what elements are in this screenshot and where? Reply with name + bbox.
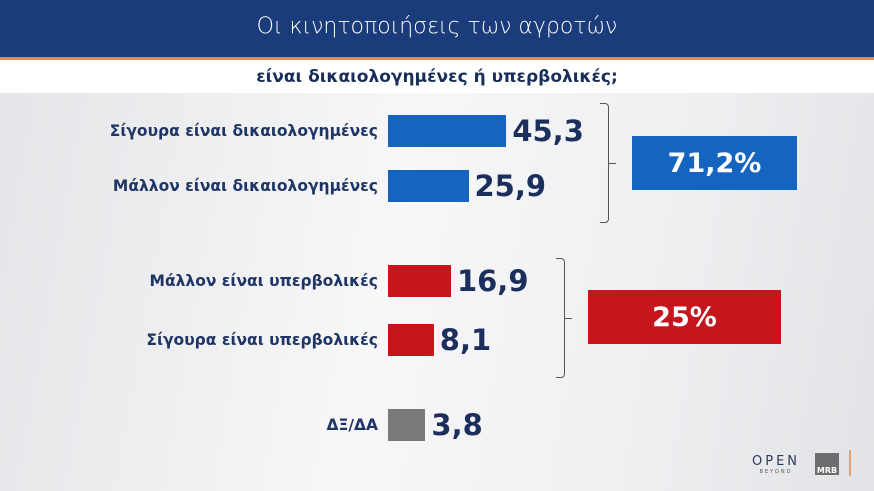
bar	[388, 409, 426, 441]
header-bar: Οι κινητοποιήσεις των αγροτών	[0, 0, 874, 57]
total-exaggerated: 25%	[588, 290, 781, 344]
bar	[388, 265, 451, 297]
category-label: ΔΞ/ΔΑ	[326, 416, 378, 434]
category-label: Μάλλον είναι δικαιολογημένες	[112, 177, 378, 195]
bar	[388, 115, 507, 147]
logo-divider	[849, 450, 851, 476]
bracket-justified	[600, 103, 616, 223]
open-logo: OPEN BEYOND	[752, 454, 801, 475]
category-label: Σίγουρα είναι υπερβολικές	[146, 331, 378, 349]
value-label: 8,1	[439, 323, 492, 357]
category-label: Μάλλον είναι υπερβολικές	[149, 272, 378, 290]
value-label: 16,9	[456, 264, 529, 298]
bar	[388, 170, 469, 202]
value-label: 25,9	[474, 169, 547, 203]
subtitle-bar	[0, 60, 874, 93]
chart-title: Οι κινητοποιήσεις των αγροτών	[256, 14, 618, 39]
total-justified: 71,2%	[632, 136, 797, 190]
accent-line	[0, 57, 874, 60]
value-label: 3,8	[431, 408, 483, 442]
value-label: 45,3	[512, 114, 584, 148]
category-label: Σίγουρα είναι δικαιολογημένες	[109, 122, 378, 140]
mrb-logo: MRB	[815, 453, 839, 475]
chart-subtitle: είναι δικαιολογημένες ή υπερβολικές;	[256, 67, 618, 87]
bracket-exaggerated	[556, 258, 572, 378]
bar	[388, 324, 434, 356]
